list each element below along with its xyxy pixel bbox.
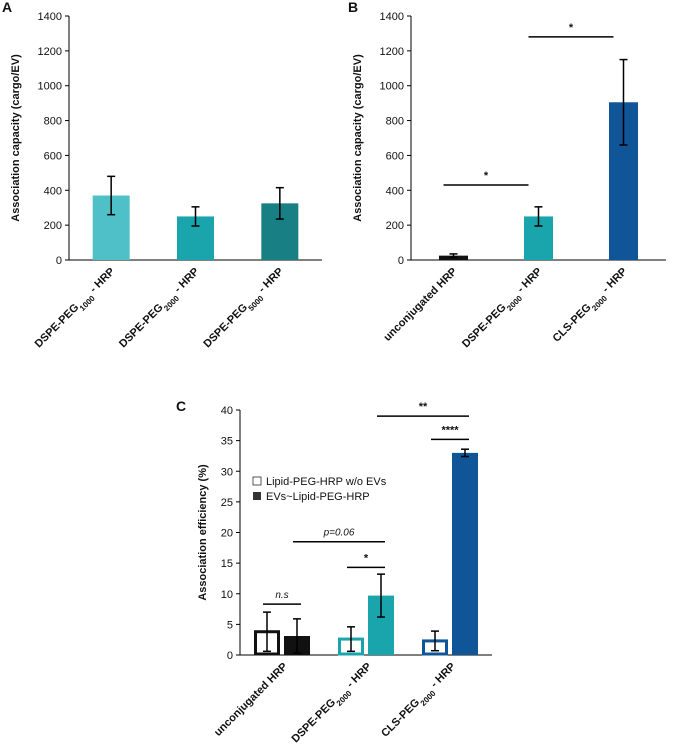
- panel-c-y-tick-label: 0: [227, 650, 233, 662]
- panel-a-y-tick-label: 1200: [38, 46, 62, 58]
- panel-c-y-tick-label: 20: [221, 528, 233, 540]
- panel-b-category-label: unconjugated HRP: [382, 266, 460, 344]
- panel-b-y-tick-label: 1000: [380, 81, 404, 93]
- panel-b-significance-label: *: [569, 22, 574, 34]
- panel-a-y-tick-label: 0: [56, 255, 62, 267]
- panel-b-y-tick-label: 800: [386, 116, 404, 128]
- panel-c-significance-label: n.s: [275, 590, 288, 601]
- panel-c-significance-label: **: [419, 401, 428, 413]
- panel-b-y-axis-label: Association capacity (cargo/EV): [352, 54, 364, 222]
- panel-c-y-tick-label: 35: [221, 436, 233, 448]
- panel-b-y-tick-label: 1200: [380, 46, 404, 58]
- panel-b-y-tick-label: 600: [386, 150, 404, 162]
- panel-a-category-label: DSPE-PEG2000 - HRP: [117, 266, 204, 353]
- panel-c-category-label: CLS-PEG2000 - HRP: [379, 661, 460, 742]
- panel-a-y-tick-label: 800: [44, 116, 62, 128]
- panel-b-y-tick-label: 200: [386, 220, 404, 232]
- panel-b-y-tick-label: 0: [398, 255, 404, 267]
- panel-a-y-tick-label: 200: [44, 220, 62, 232]
- panel-a-y-tick-label: 1000: [38, 81, 62, 93]
- panel-c-y-tick-label: 40: [221, 405, 233, 417]
- panel-b-y-tick-label: 1400: [380, 11, 404, 23]
- panel-c-panel-label: C: [176, 398, 186, 414]
- panel-c-legend-swatch-outline: [252, 476, 262, 486]
- panel-c-significance-label: p=0.06: [323, 528, 355, 539]
- panel-c-bar-filled: [452, 452, 478, 655]
- panel-c-y-axis-label: Association efficiency (%): [197, 464, 209, 601]
- panel-a-y-tick-label: 600: [44, 150, 62, 162]
- panel-c-y-tick-label: 25: [221, 497, 233, 509]
- panel-b-significance-label: *: [484, 170, 489, 182]
- panel-c-y-tick-label: 30: [221, 466, 233, 478]
- panel-c-significance-label: *: [364, 552, 369, 564]
- panel-b-category-label: DSPE-PEG2000 - HRP: [460, 266, 547, 353]
- panel-a-panel-label: A: [2, 0, 12, 15]
- panel-b-panel-label: B: [348, 0, 358, 15]
- panel-c-category-label: DSPE-PEG2000 - HRP: [290, 661, 377, 748]
- panel-c-y-tick-label: 10: [221, 589, 233, 601]
- panel-a-category-label: DSPE-PEG5000 - HRP: [201, 266, 288, 353]
- panel-b-y-tick-label: 400: [386, 185, 404, 197]
- panel-c-legend-swatch-filled: [253, 492, 261, 500]
- panel-a-y-tick-label: 400: [44, 185, 62, 197]
- panel-b-category-label: CLS-PEG2000 - HRP: [551, 266, 632, 347]
- panel-c-legend-label: Lipid-PEG-HRP w/o EVs: [266, 476, 387, 488]
- panel-a-category-label: DSPE-PEG1000 - HRP: [33, 266, 120, 353]
- panel-c-y-tick-label: 5: [227, 619, 233, 631]
- panel-c-y-tick-label: 15: [221, 558, 233, 570]
- panel-a-y-tick-label: 1400: [38, 11, 62, 23]
- panel-a-y-axis-label: Association capacity (cargo/EV): [10, 54, 22, 222]
- panel-c-category-label: unconjugated HRP: [212, 661, 290, 739]
- panel-c-legend-label: EVs~Lipid-PEG-HRP: [266, 491, 370, 503]
- panel-c-significance-label: ****: [441, 424, 459, 436]
